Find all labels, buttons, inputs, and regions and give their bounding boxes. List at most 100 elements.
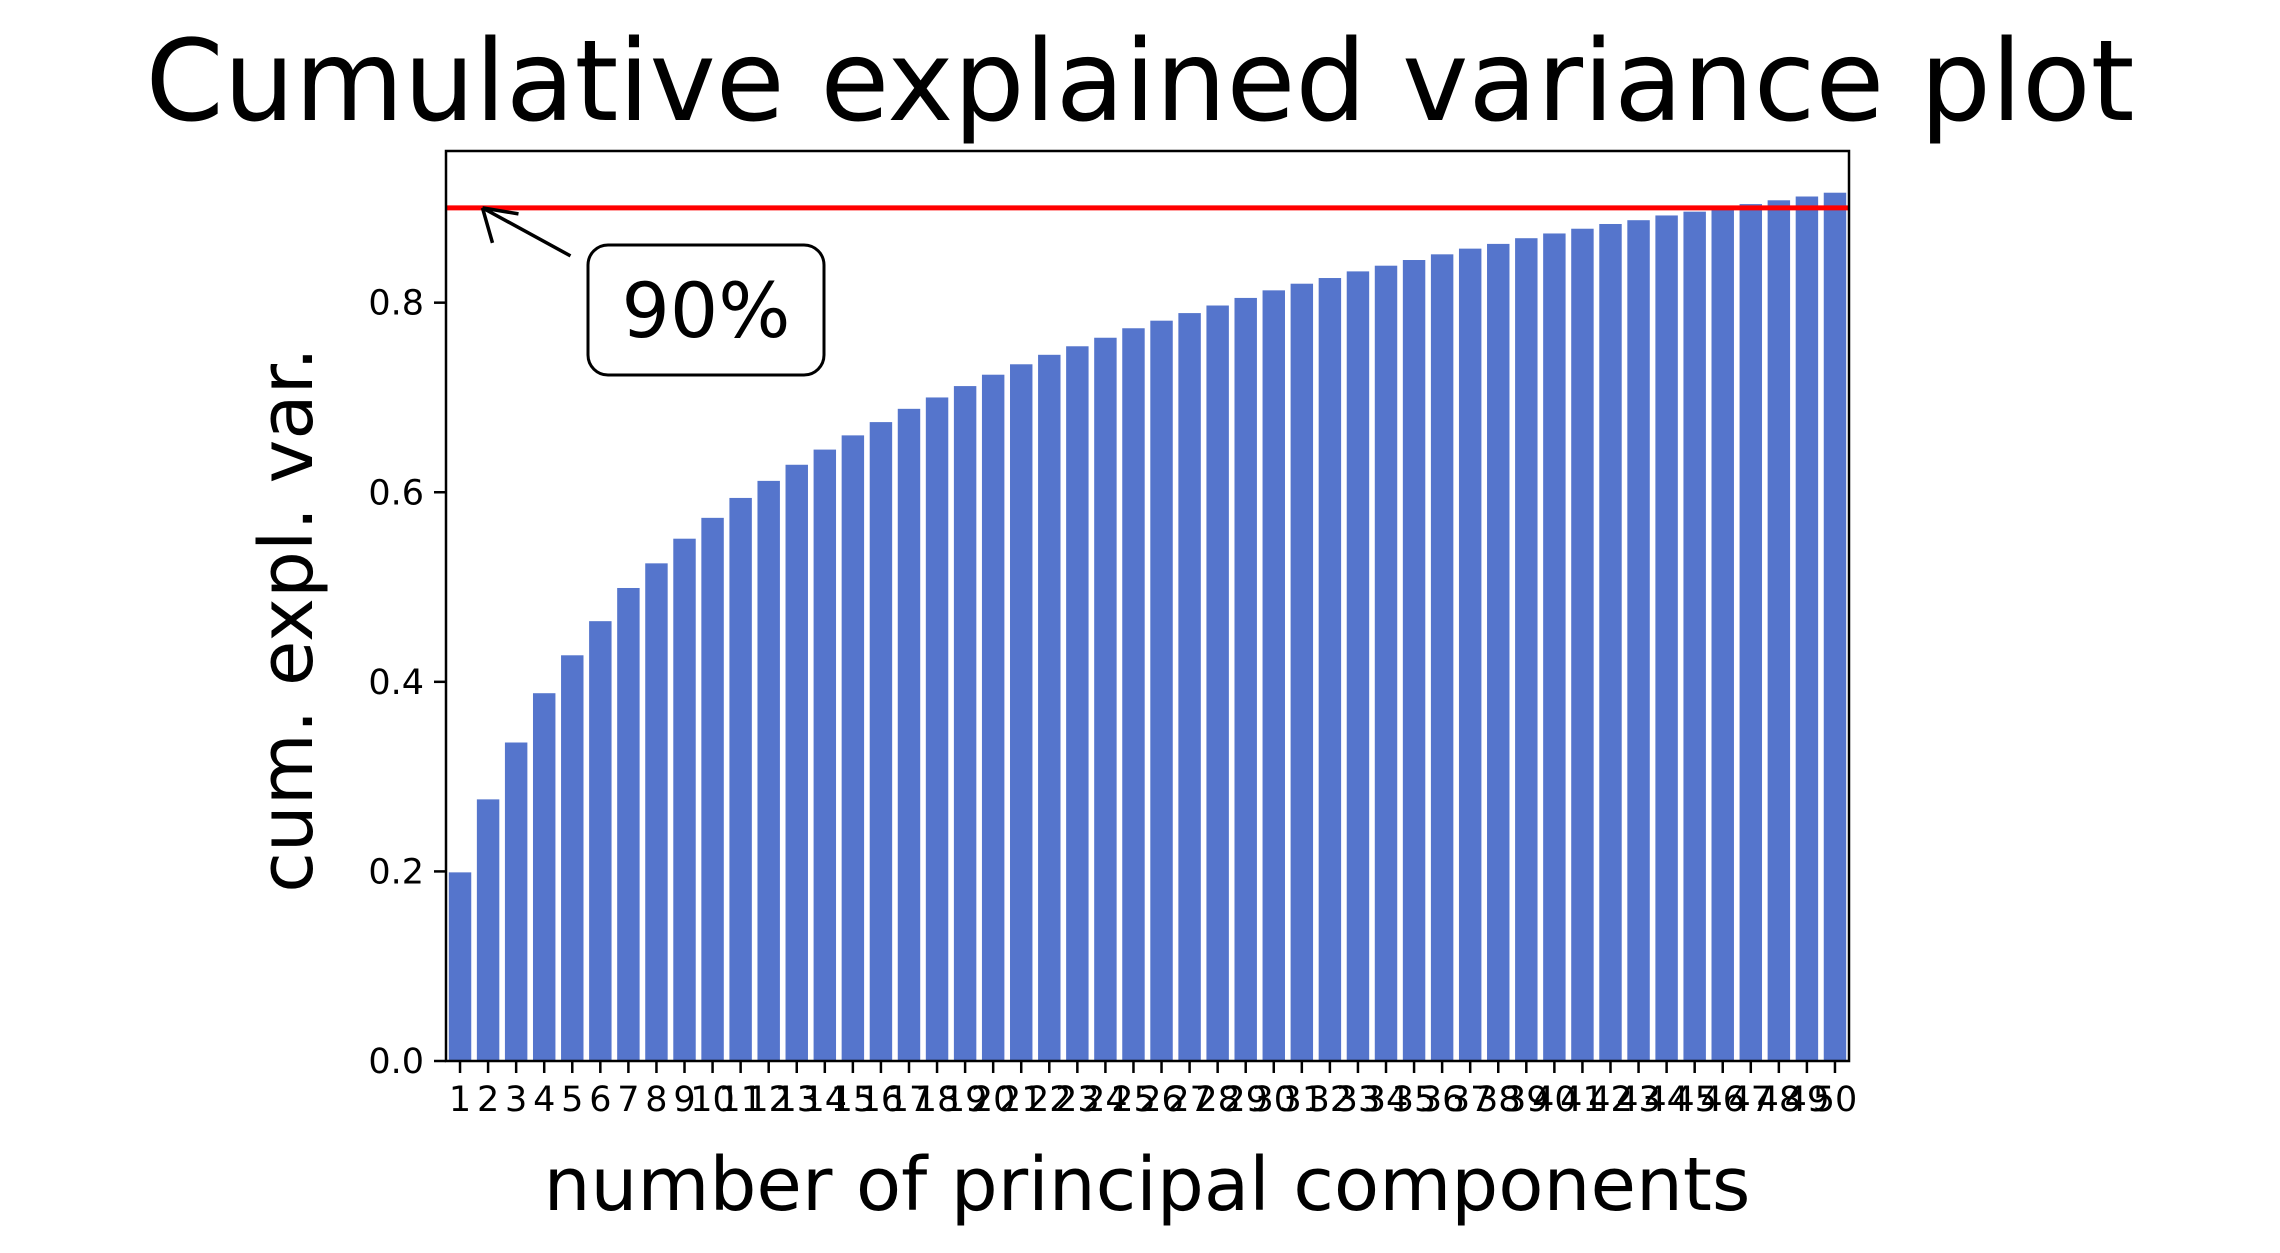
x-tick-label: 49 xyxy=(1785,1080,1830,1120)
bar-1 xyxy=(448,872,472,1061)
y-tick-label: 0.2 xyxy=(368,852,424,892)
x-tick-label: 19 xyxy=(943,1080,988,1120)
x-tick-label: 33 xyxy=(1336,1080,1381,1120)
x-tick-label: 39 xyxy=(1504,1080,1549,1120)
x-axis-ticks: 1 2 3 4 5 6 7 8 91011121314151617181920212223242… xyxy=(449,1061,1857,1120)
x-tick-label: 8 xyxy=(645,1080,667,1120)
x-tick-label: 40 xyxy=(1532,1080,1577,1120)
bar-18 xyxy=(925,397,949,1061)
bar-19 xyxy=(953,386,977,1061)
x-tick-label: 3 xyxy=(505,1080,527,1120)
bar-49 xyxy=(1795,196,1819,1061)
bar-39 xyxy=(1515,238,1538,1062)
y-tick-label: 0.6 xyxy=(368,473,424,513)
x-tick-label: 37 xyxy=(1448,1080,1493,1120)
annotation-box xyxy=(586,243,826,377)
x-tick-label: 5 xyxy=(561,1080,583,1120)
bar-12 xyxy=(757,480,780,1061)
y-axis-label: cum. expl. var. xyxy=(244,347,330,893)
bar-21 xyxy=(1010,364,1033,1061)
bar-29 xyxy=(1234,297,1257,1061)
bar-17 xyxy=(897,408,921,1061)
bar-16 xyxy=(869,422,893,1062)
x-tick-label: 24 xyxy=(1083,1080,1128,1120)
bar-48 xyxy=(1767,200,1791,1061)
bar-15 xyxy=(841,435,865,1061)
x-tick-label: 9 xyxy=(673,1080,695,1120)
bar-26 xyxy=(1150,320,1173,1061)
bar-20 xyxy=(981,374,1005,1061)
bar-47 xyxy=(1739,204,1763,1062)
x-tick-label: 23 xyxy=(1055,1080,1100,1120)
x-tick-label: 35 xyxy=(1392,1080,1437,1120)
x-tick-label: 48 xyxy=(1757,1080,1802,1120)
bar-38 xyxy=(1487,243,1510,1062)
bar-8 xyxy=(645,563,668,1061)
x-tick-label: 22 xyxy=(1027,1080,1072,1120)
bar-44 xyxy=(1655,215,1678,1062)
bar-40 xyxy=(1543,233,1566,1061)
bar-45 xyxy=(1683,211,1706,1061)
x-tick-label: 34 xyxy=(1364,1080,1409,1120)
bar-37 xyxy=(1458,248,1482,1061)
x-tick-label: 18 xyxy=(915,1080,960,1120)
x-tick-label: 16 xyxy=(859,1080,904,1120)
x-tick-label: 27 xyxy=(1167,1080,1212,1120)
x-tick-label: 20 xyxy=(971,1080,1016,1120)
x-tick-label: 11 xyxy=(718,1080,763,1120)
x-tick-label: 14 xyxy=(803,1080,848,1120)
bar-23 xyxy=(1066,346,1089,1061)
bar-31 xyxy=(1290,283,1314,1061)
bar-14 xyxy=(813,449,837,1061)
x-tick-label: 41 xyxy=(1560,1080,1605,1120)
annotation-group: 90% xyxy=(480,206,826,377)
bar-2 xyxy=(476,799,500,1061)
x-tick-label: 42 xyxy=(1588,1080,1633,1120)
x-tick-label: 45 xyxy=(1672,1080,1717,1120)
x-axis-label: number of principal components xyxy=(544,1142,1751,1228)
x-tick-label: 38 xyxy=(1476,1080,1521,1120)
x-tick-label: 2 xyxy=(477,1080,499,1120)
bar-43 xyxy=(1627,220,1650,1061)
bar-42 xyxy=(1599,223,1622,1062)
x-tick-label: 31 xyxy=(1280,1080,1325,1120)
x-tick-label: 25 xyxy=(1111,1080,1156,1120)
x-tick-label: 13 xyxy=(774,1080,819,1120)
x-tick-label: 28 xyxy=(1195,1080,1240,1120)
bar-46 xyxy=(1711,207,1734,1061)
x-tick-label: 4 xyxy=(533,1080,555,1120)
x-tick-label: 12 xyxy=(746,1080,791,1120)
y-tick-label: 0.8 xyxy=(368,284,424,324)
bar-22 xyxy=(1038,354,1061,1061)
bar-9 xyxy=(673,538,696,1061)
bar-34 xyxy=(1374,265,1398,1062)
x-tick-label: 44 xyxy=(1644,1080,1689,1120)
x-tick-label: 46 xyxy=(1700,1080,1745,1120)
bar-4 xyxy=(532,693,556,1061)
bar-33 xyxy=(1346,271,1370,1062)
bar-13 xyxy=(785,464,808,1062)
bar-3 xyxy=(504,742,528,1061)
x-tick-label: 7 xyxy=(617,1080,639,1120)
x-tick-label: 36 xyxy=(1420,1080,1465,1120)
bar-32 xyxy=(1318,278,1342,1061)
bar-30 xyxy=(1262,290,1285,1061)
bar-5 xyxy=(561,655,584,1061)
x-tick-label: 10 xyxy=(690,1080,735,1120)
bar-7 xyxy=(617,587,640,1061)
x-tick-label: 15 xyxy=(831,1080,876,1120)
bar-27 xyxy=(1178,313,1201,1061)
x-tick-label: 29 xyxy=(1223,1080,1268,1120)
x-tick-label: 30 xyxy=(1251,1080,1296,1120)
bar-24 xyxy=(1094,337,1117,1061)
y-tick-label: 0.4 xyxy=(368,663,424,703)
x-tick-label: 32 xyxy=(1308,1080,1353,1120)
bar-35 xyxy=(1402,260,1426,1062)
bars-group xyxy=(448,192,1847,1062)
bar-50 xyxy=(1823,192,1847,1062)
bar-11 xyxy=(729,497,752,1061)
x-tick-label: 43 xyxy=(1616,1080,1661,1120)
y-tick-label: 0.0 xyxy=(368,1042,424,1082)
bar-28 xyxy=(1206,305,1229,1062)
